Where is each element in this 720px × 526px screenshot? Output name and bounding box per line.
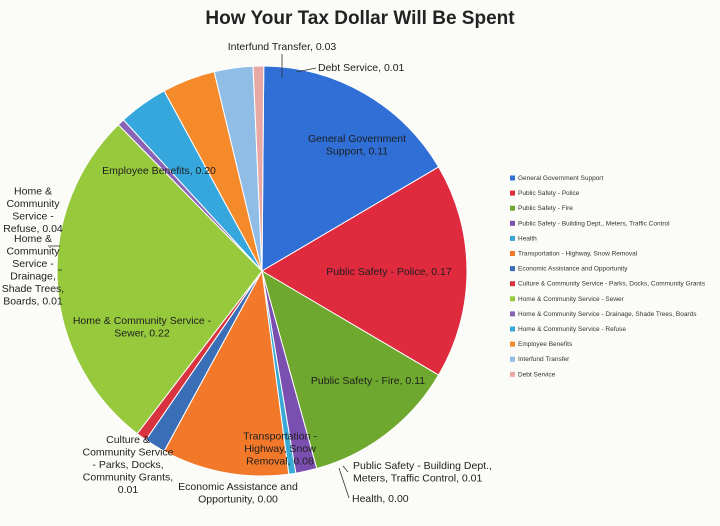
- legend-label: General Government Support: [518, 175, 603, 182]
- data-label-line: Health, 0.00: [352, 493, 409, 505]
- legend-label: Public Safety - Building Dept., Meters, …: [518, 220, 670, 227]
- legend-label: Public Safety - Fire: [518, 205, 573, 212]
- legend-label: Home & Community Service - Drainage, Sha…: [518, 311, 697, 318]
- legend-label: Transportation - Highway, Snow Removal: [518, 251, 638, 258]
- pie-slice: [261, 166, 468, 376]
- data-label-line: Service -: [12, 258, 54, 270]
- data-label: Interfund Transfer, 0.03: [228, 41, 337, 53]
- legend-swatch: [510, 220, 515, 226]
- data-label: Employee Benefits, 0.20: [102, 165, 216, 177]
- data-label-line: General Government: [308, 133, 406, 145]
- data-label-line: Shade Trees,: [2, 283, 64, 295]
- pie-slice: [252, 65, 265, 272]
- legend-label: Employee Benefits: [518, 341, 573, 348]
- data-label: Home & Community Service -Sewer, 0.22: [73, 315, 212, 340]
- legend-swatch: [510, 251, 515, 256]
- data-label-line: Community Service: [82, 447, 173, 459]
- legend-swatch: [510, 266, 515, 272]
- data-label-line: Support, 0.11: [326, 145, 388, 157]
- pie-slice: [261, 269, 440, 470]
- data-label: Public Safety - Police, 0.17: [326, 266, 452, 278]
- data-label-line: Community: [6, 245, 60, 257]
- data-label-line: Drainage,: [10, 270, 56, 282]
- data-label-line: Debt Service, 0.01: [318, 62, 405, 74]
- legend-label: Home & Community Service - Sewer: [518, 296, 625, 303]
- legend-label: Home & Community Service - Refuse: [518, 326, 626, 333]
- pie-slice: [56, 124, 263, 435]
- legend-swatch: [510, 371, 515, 377]
- legend-swatch: [510, 205, 515, 211]
- data-label-line: Home & Community Service -: [73, 315, 212, 327]
- legend-label: Public Safety - Police: [518, 190, 580, 197]
- data-label: Home & Community Service -Drainage, Shade T…: [2, 233, 64, 307]
- data-label: Home & Community Service -Refuse, 0.04: [3, 185, 63, 235]
- leader-line: [338, 467, 350, 499]
- data-label-line: Highway, Snow: [244, 443, 316, 455]
- data-label-line: Culture &: [106, 434, 150, 446]
- pie-slice: [261, 65, 440, 272]
- legend-swatch: [510, 311, 515, 317]
- data-label: General Government Support, 0.11: [308, 133, 406, 158]
- legend-swatch: [510, 235, 515, 241]
- legend-swatch: [510, 341, 515, 347]
- data-label: Debt Service, 0.01: [318, 62, 405, 74]
- legend-label: Interfund Transfer: [518, 356, 570, 363]
- data-label-line: Interfund Transfer, 0.03: [228, 41, 337, 53]
- data-label: Public Safety - Fire, 0.11: [311, 375, 425, 387]
- legend-label: Economic Assistance and Opportunity: [518, 266, 628, 273]
- leader-line: [342, 465, 349, 473]
- data-label-line: Sewer, 0.22: [114, 327, 170, 339]
- legend-swatch: [510, 296, 515, 302]
- legend-swatch: [510, 175, 515, 181]
- data-label-line: Community: [6, 198, 60, 210]
- data-label-line: Employee Benefits, 0.20: [102, 165, 216, 177]
- data-label-line: Economic Assistance and: [178, 481, 298, 493]
- chart-title: How Your Tax Dollar Will Be Spent: [205, 8, 515, 29]
- data-label-line: Transportation -: [243, 431, 317, 443]
- legend-label: Debt Service: [518, 371, 556, 378]
- data-label: Economic Assistance and Opportunity, 0.00: [178, 481, 298, 506]
- data-label-line: Service -: [12, 210, 54, 222]
- legend-swatch: [510, 356, 515, 362]
- data-label: Health, 0.00: [352, 493, 409, 505]
- legend-label: Culture & Community Service - Parks, Doc…: [518, 281, 706, 288]
- leader-line: [295, 67, 317, 73]
- data-label-line: Opportunity, 0.00: [198, 493, 278, 505]
- data-label-line: Public Safety - Fire, 0.11: [311, 375, 425, 387]
- data-label-line: Refuse, 0.04: [3, 223, 63, 235]
- legend-label: Health: [518, 235, 537, 242]
- data-label-line: Removal, 0.08: [246, 456, 314, 468]
- pie-slice: [163, 269, 290, 477]
- legend-swatch: [510, 281, 515, 287]
- data-label-line: Public Safety - Police, 0.17: [326, 266, 452, 278]
- data-label-line: Meters, Traffic Control, 0.01: [353, 472, 483, 484]
- data-label-line: - Parks, Docks,: [92, 459, 163, 471]
- data-label: Public Safety - Building Dept., Meters, T…: [353, 460, 492, 485]
- data-label-line: 0.01: [118, 484, 139, 496]
- legend-swatch: [510, 190, 515, 196]
- data-label-line: Community Grants,: [83, 472, 173, 484]
- data-label-line: Boards, 0.01: [3, 295, 63, 307]
- data-label-line: Home &: [14, 233, 52, 245]
- data-label: Transportation -Highway, Snow Removal, 0.…: [243, 431, 317, 468]
- data-label-line: Home &: [14, 185, 52, 197]
- data-label-line: Public Safety - Building Dept.,: [353, 460, 492, 472]
- legend-swatch: [510, 326, 515, 332]
- data-label: Culture & Community Service - Parks, Docks…: [82, 434, 173, 496]
